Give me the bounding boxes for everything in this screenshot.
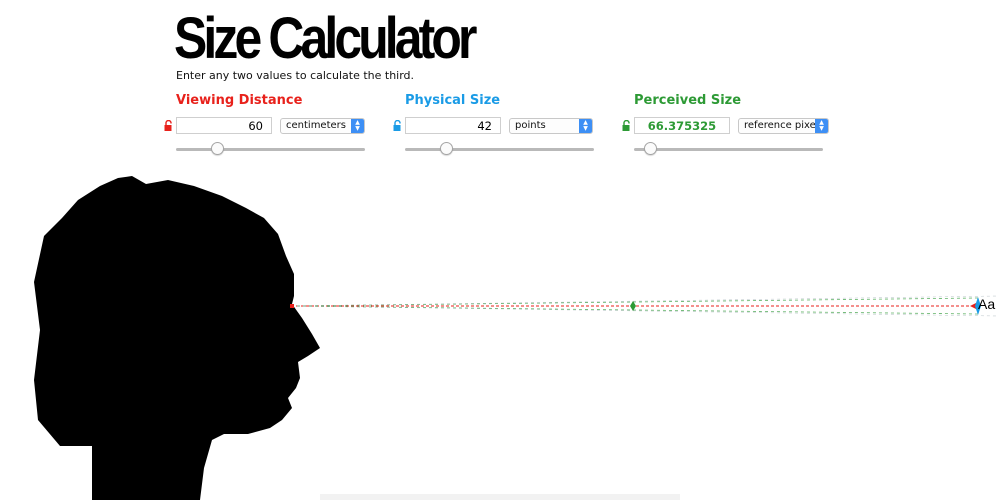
physical-size-marker[interactable] [975,297,981,315]
physical-size-unit-select[interactable]: points ▲ ▼ [509,118,593,134]
physical-size-unit-value: points [515,120,546,131]
arrow-head-icon [970,303,976,309]
viewing-distance-panel: Viewing Distance centimeters ▲▼ [164,90,376,160]
physical-size-panel: Physical Size points ▲▼ [393,90,605,160]
updown-chevron-icon: ▲ ▼ [579,119,592,133]
perceived-size-panel: Perceived Size reference pixels ▲▼ [622,90,834,160]
perceived-size-marker[interactable] [630,301,636,311]
upper-physical-line [290,295,999,307]
viewing-distance-slider[interactable] [176,140,365,158]
viewing-distance-slider-thumb[interactable] [211,142,224,155]
sight-lines [290,295,999,317]
eye-marker [290,304,294,308]
updown-chevron-icon: ▲ ▼ [815,119,828,133]
page-subtitle: Enter any two values to calculate the th… [176,69,415,82]
unlocked-padlock-icon[interactable] [622,120,631,131]
unlocked-padlock-icon[interactable] [393,120,402,131]
perceived-size-input[interactable] [634,117,730,134]
viewing-distance-unit-value: centimeters [286,120,346,131]
viewing-distance-input[interactable] [176,117,272,134]
physical-size-input[interactable] [405,117,501,134]
updown-chevron-icon: ▲ ▼ [351,119,364,133]
perceived-size-slider[interactable] [634,140,823,158]
physical-size-label: Physical Size [405,93,501,108]
perceived-size-label: Perceived Size [634,93,742,108]
bottom-shadow [320,494,680,500]
viewing-distance-unit-select[interactable]: centimeters ▲ ▼ [280,118,365,134]
physical-size-slider[interactable] [405,140,594,158]
page-title: Size Calculator [174,6,477,71]
sample-text: Aa [978,296,996,312]
head-silhouette [34,176,320,500]
physical-size-slider-thumb[interactable] [440,142,453,155]
perceived-size-unit-select[interactable]: reference pixels ▲ ▼ [738,118,829,134]
lower-physical-line [290,305,999,317]
unlocked-padlock-icon[interactable] [164,120,173,131]
viewing-distance-label: Viewing Distance [176,93,303,108]
perceived-size-slider-thumb[interactable] [644,142,657,155]
perceived-size-unit-value: reference pixels [744,120,824,131]
